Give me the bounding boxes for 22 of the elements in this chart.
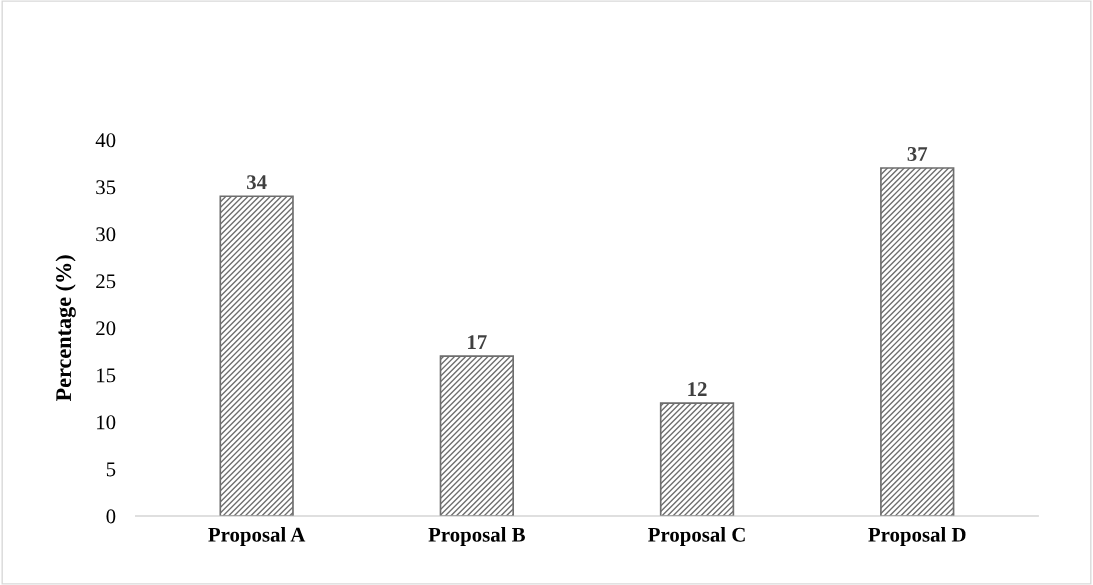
y-tick-label: 40 bbox=[95, 133, 116, 148]
y-tick-label: 25 bbox=[96, 274, 116, 289]
y-tick-label: 20 bbox=[96, 321, 116, 336]
data-label: 12 bbox=[688, 382, 707, 396]
bar bbox=[219, 195, 294, 516]
y-tick-label: 30 bbox=[96, 227, 116, 242]
bar bbox=[439, 355, 515, 516]
y-tick-label: 35 bbox=[96, 180, 116, 195]
y-tick-label: 0 bbox=[106, 509, 116, 524]
data-label: 34 bbox=[247, 175, 267, 190]
y-axis-title: Percentage (%) bbox=[55, 255, 76, 402]
y-tick-label: 15 bbox=[97, 368, 116, 383]
data-label: 37 bbox=[907, 147, 928, 162]
bar bbox=[659, 402, 735, 516]
bar bbox=[880, 167, 955, 516]
x-tick-label: Proposal D bbox=[868, 527, 966, 546]
x-tick-label: Proposal B bbox=[428, 527, 525, 546]
y-tick-label: 5 bbox=[106, 462, 116, 477]
y-tick-label: 10 bbox=[97, 415, 116, 430]
data-label: 17 bbox=[468, 335, 487, 349]
x-tick-label: Proposal A bbox=[208, 527, 306, 546]
x-tick-label: Proposal C bbox=[648, 527, 745, 546]
